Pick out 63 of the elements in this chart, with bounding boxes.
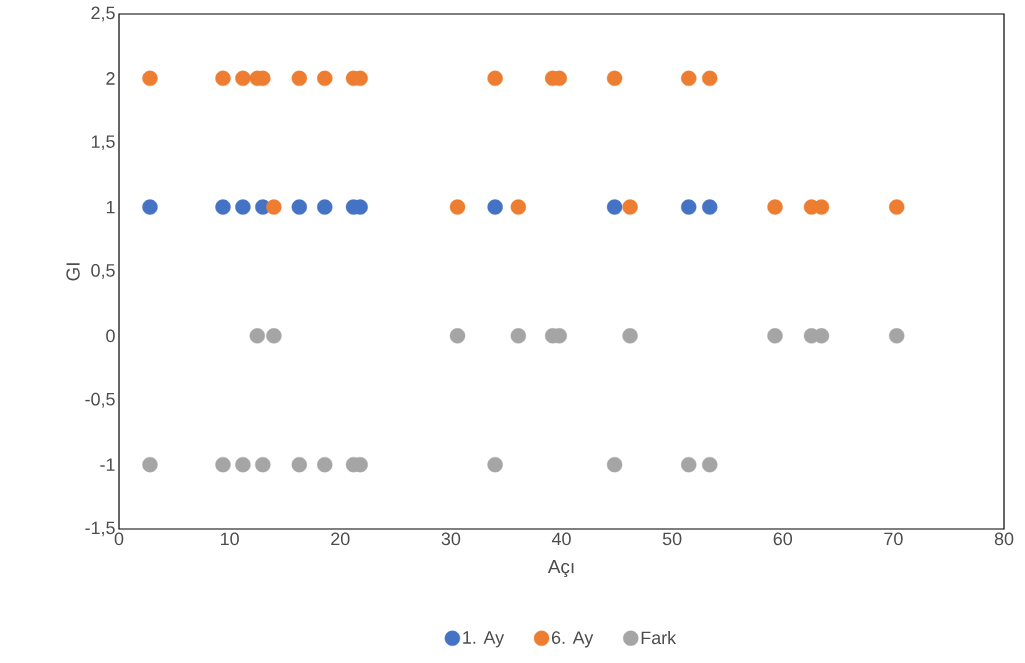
legend-label: 1. Ay [463,631,505,648]
x-tick-label: 60 [773,532,793,546]
y-tick-label: -0,5 [85,392,115,408]
point [606,199,623,215]
point [767,328,783,344]
point [291,70,308,87]
y-tick-label: 0 [106,329,115,343]
point [317,70,333,87]
legend-label: 6. Ay [551,631,594,648]
point [235,70,251,87]
x-tick-label: 20 [331,532,350,546]
point [215,199,231,215]
y-tick-label: 2,5 [91,6,115,22]
x-tick-label: 40 [551,532,571,546]
point [235,456,251,473]
point [142,199,158,215]
point [767,199,783,215]
x-tick-label: 50 [662,532,682,546]
point [317,456,333,473]
point [606,70,623,87]
y-tick-label: 2 [106,72,115,85]
point [266,199,282,215]
point [249,328,265,344]
y-axis-title: GI [66,263,80,281]
point [487,199,503,215]
y-tick-label: -1,5 [85,521,115,537]
point [291,199,308,215]
point [681,70,697,87]
point [215,70,231,87]
point [510,328,527,344]
point [142,456,158,473]
x-axis-title: Açı [547,560,574,578]
x-tick-label: 30 [441,532,461,546]
point [681,199,697,215]
point [702,70,718,87]
point [235,199,251,215]
point [142,70,158,87]
point [889,199,905,215]
point [255,456,271,473]
point [291,456,308,473]
x-tick-label: 80 [994,532,1014,546]
point [449,199,466,215]
point [215,456,231,473]
point [606,456,623,473]
x-tick-label: 70 [884,532,903,546]
point [487,456,503,473]
point [889,328,905,344]
point [266,328,282,344]
point [622,328,638,344]
y-tick-label: 1,5 [91,135,115,151]
point [622,199,638,215]
point [681,456,697,473]
y-tick-label: -1 [100,458,115,471]
y-tick-label: 1 [106,200,115,214]
x-tick-label: 10 [221,532,239,546]
point [510,199,527,215]
point [702,199,718,215]
legend-label: Fark [641,631,677,645]
point [317,199,333,215]
point [702,456,718,473]
point [449,328,466,344]
y-tick-label: 0,5 [91,264,115,279]
point [487,70,503,87]
